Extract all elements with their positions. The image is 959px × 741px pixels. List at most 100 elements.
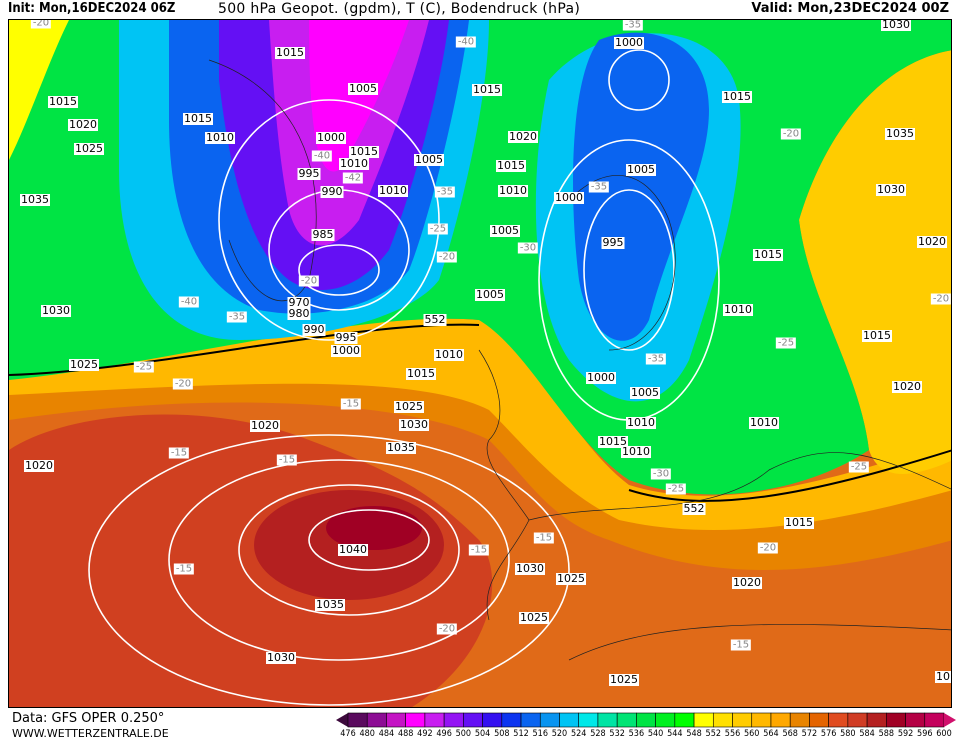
colorbar-tick-label: 580: [840, 729, 856, 739]
colorbar-tick-label: 500: [455, 729, 472, 739]
temperature-label: -25: [775, 337, 797, 349]
colorbar-tick-label: 592: [897, 729, 914, 739]
colorbar-tick-label: 524: [570, 729, 587, 739]
coastlines: [208, 59, 951, 661]
colorbar-bin: [636, 712, 656, 728]
field-yellow-east: [799, 50, 951, 474]
temperature-label: -35: [588, 181, 610, 193]
pressure-label: 1025: [609, 673, 639, 686]
temperature-label: -15: [173, 563, 195, 575]
colorbar-bin: [539, 712, 560, 728]
colorbar-tick-label: 588: [878, 729, 895, 739]
temperature-label: -20: [30, 19, 52, 29]
data-source: Data: GFS OPER 0.250°: [12, 711, 165, 726]
pressure-label: 1030: [876, 183, 906, 196]
pressure-label: 1020: [68, 118, 98, 131]
pressure-label: 995: [297, 167, 321, 180]
pressure-label: 980: [287, 307, 311, 320]
temperature-label: -15: [168, 447, 190, 459]
colorbar-tick-label: 548: [686, 729, 702, 739]
colorbar: [336, 712, 956, 728]
colorbar-tick-label: 536: [628, 729, 645, 739]
colorbar-tick-label: 476: [340, 729, 356, 739]
colorbar-tick-label: 512: [513, 729, 529, 739]
pressure-label: 1005: [414, 153, 444, 166]
temperature-label: -20: [172, 378, 194, 390]
pressure-label: 1035: [315, 598, 345, 611]
colorbar-bin: [520, 712, 541, 728]
pressure-label: 1005: [630, 386, 660, 399]
colorbar-tick-label: 600: [936, 729, 952, 739]
colorbar-bin: [347, 712, 368, 728]
temperature-label: -20: [930, 293, 951, 305]
colorbar-tick-label: 480: [359, 729, 375, 739]
field-blue-scand: [573, 32, 709, 341]
temperature-label: -20: [780, 128, 802, 140]
init-time: Init: Mon,16DEC2024 06Z: [8, 1, 176, 16]
temperature-label: -40: [178, 296, 200, 308]
temperature-label: -20: [436, 623, 458, 635]
field-red: [9, 414, 493, 707]
pressure-label: 990: [302, 323, 326, 336]
temperature-label: -25: [133, 361, 155, 373]
pressure-label: 1010: [434, 348, 464, 361]
pressure-label: 1000: [331, 344, 361, 357]
pressure-label: 10: [935, 670, 951, 683]
colorbar-tick-label: 568: [782, 729, 798, 739]
pressure-label: 1015: [753, 248, 783, 261]
pressure-label: 1015: [722, 90, 752, 103]
colorbar-bin: [655, 712, 676, 728]
pressure-label: 1000: [316, 131, 346, 144]
pressure-label: 1025: [556, 572, 586, 585]
colorbar-bin: [443, 712, 464, 728]
colorbar-bin: [578, 712, 599, 728]
geopotential-label: 552: [682, 502, 706, 515]
pressure-label: 1010: [378, 184, 408, 197]
temperature-label: -30: [517, 242, 539, 254]
weather-map: 1015 1005 1015 1020 1025 1015 1010 1000 1015 1010…: [8, 19, 952, 708]
pressure-label: 1040: [338, 543, 368, 556]
map-header: Init: Mon,16DEC2024 06Z 500 hPa Geopot. …: [0, 0, 959, 19]
colorbar-bin: [809, 712, 829, 728]
temperature-label: -35: [226, 311, 248, 323]
temperature-label: -15: [533, 532, 555, 544]
temperature-label: -40: [311, 150, 333, 162]
pressure-label: 1015: [496, 159, 526, 172]
colorbar-bin: [886, 712, 906, 728]
colorbar-high-arrow: [944, 713, 956, 727]
pressure-label: 1035: [20, 193, 50, 206]
pressure-label: 1030: [399, 418, 429, 431]
colorbar-tick-label: 508: [494, 729, 510, 739]
field-yellow: [9, 318, 951, 530]
colorbar-bin: [501, 712, 522, 728]
pressure-label: 1000: [586, 371, 616, 384]
geopotential-label: 552: [423, 313, 447, 326]
temperature-label: -35: [434, 186, 456, 198]
map-title: 500 hPa Geopot. (gpdm), T (C), Bodendruc…: [218, 1, 581, 17]
pressure-label: 1000: [554, 191, 584, 204]
colorbar-tick-label: 596: [917, 729, 933, 739]
colorbar-bin: [559, 712, 580, 728]
colorbar-tick-label: 504: [474, 729, 491, 739]
pressure-label: 995: [601, 236, 625, 249]
pressure-label: 1025: [74, 142, 104, 155]
pressure-label: 1010: [205, 131, 235, 144]
pressure-label: 1010: [626, 416, 656, 429]
colorbar-tick-label: 540: [647, 729, 664, 739]
temperature-label: -30: [650, 468, 672, 480]
colorbar-tick-label: 572: [801, 729, 818, 739]
pressure-label: 1010: [723, 303, 753, 316]
source-url[interactable]: WWW.WETTERZENTRALE.DE: [12, 727, 169, 740]
colorbar-bin: [616, 712, 637, 728]
pressure-label: 1015: [862, 329, 892, 342]
pressure-label: 1015: [598, 435, 628, 448]
colorbar-tick-label: 552: [705, 729, 722, 739]
colorbar-tick-label: 496: [436, 729, 452, 739]
colorbar-bin: [674, 712, 695, 728]
pressure-label: 1015: [472, 83, 502, 96]
pressure-label: 1010: [621, 445, 651, 458]
temperature-label: -20: [298, 275, 320, 287]
isobars: [88, 49, 720, 706]
colorbar-bin: [712, 712, 733, 728]
colorbar-labels: 476 480 484 488 492 496 500 504 508 512 516 520 524 5…: [0, 729, 959, 741]
